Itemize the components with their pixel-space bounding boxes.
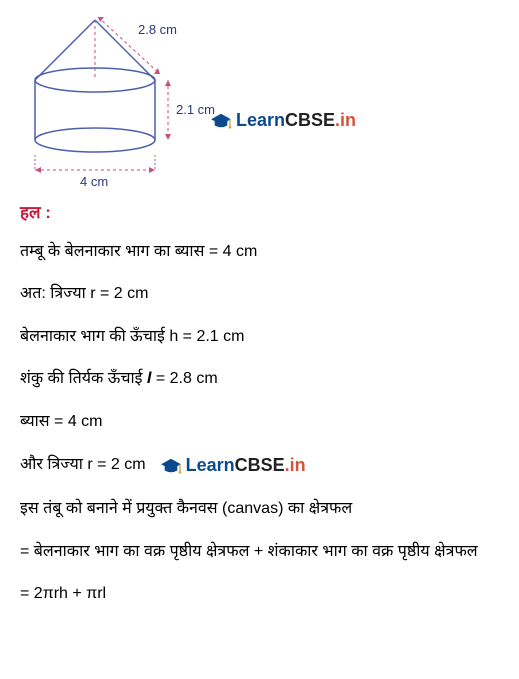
diagram-svg: 2.8 cm 2.1 cm 4 cm [20,10,220,190]
logo-learn: Learn [236,110,285,131]
solution-heading: हल : [20,200,499,223]
solution-line: तम्बू के बेलनाकार भाग का ब्यास = 4 cm [20,241,499,263]
logo-in: .in [335,110,356,131]
brand-logo-top: LearnCBSE.in [210,110,356,131]
logo-cbse: CBSE [285,110,335,131]
text: शंकु की तिर्यक ऊँचाई [20,370,147,387]
solution-line: इस तंबू को बनाने में प्रयुक्त कैनवस (can… [20,498,499,520]
solution-line: और त्रिज्या r = 2 cm LearnCBSE.in [20,453,499,478]
text: और त्रिज्या r = 2 cm [20,454,146,476]
solution-line: शंकु की तिर्यक ऊँचाई l = 2.8 cm [20,368,499,390]
logo-in: .in [285,453,306,478]
logo-learn: Learn [186,453,235,478]
text: = 2.8 cm [151,370,217,387]
solution-block: हल : तम्बू के बेलनाकार भाग का ब्यास = 4 … [20,200,499,605]
slant-label: 2.8 cm [138,22,177,37]
solution-line: अत: त्रिज्या r = 2 cm [20,283,499,305]
brand-logo-mid: LearnCBSE.in [160,453,306,478]
diameter-label: 4 cm [80,174,108,189]
tent-diagram: 2.8 cm 2.1 cm 4 cm [20,10,220,190]
solution-line: = 2πrh + πrl [20,583,499,605]
solution-line: = बेलनाकार भाग का वक्र पृष्ठीय क्षेत्रफल… [20,541,499,563]
solution-line: ब्यास = 4 cm [20,411,499,433]
graduation-cap-icon [210,112,232,130]
graduation-cap-icon [160,457,182,475]
solution-line: बेलनाकार भाग की ऊँचाई h = 2.1 cm [20,326,499,348]
logo-cbse: CBSE [235,453,285,478]
